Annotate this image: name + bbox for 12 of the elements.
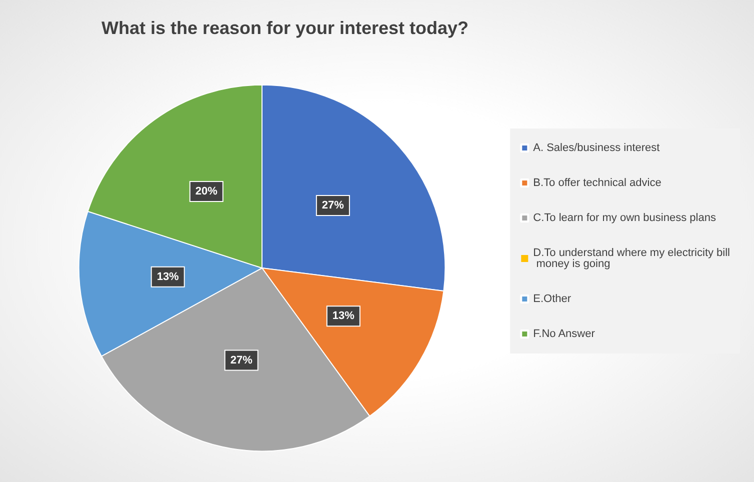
- legend-label: A. Sales/business interest: [533, 142, 660, 154]
- legend-label: E.Other: [533, 293, 572, 305]
- data-label: 20%: [195, 185, 218, 198]
- chart-title: What is the reason for your interest today?: [101, 18, 469, 38]
- data-label: 13%: [332, 310, 355, 322]
- data-label: 27%: [230, 354, 253, 366]
- data-label: 27%: [322, 199, 344, 212]
- legend-label: F.No Answer: [533, 328, 596, 340]
- legend-label: B.To offer technical advice: [533, 177, 662, 189]
- data-label: 13%: [156, 270, 180, 283]
- legend-label: D.To understand where my electricity bill money is going: [533, 247, 730, 270]
- legend-label: C.To learn for my own business plans: [533, 212, 716, 224]
